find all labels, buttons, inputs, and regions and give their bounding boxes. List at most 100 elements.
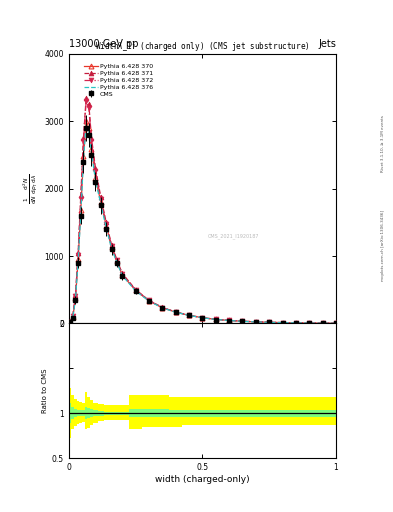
Pythia 6.428 371 bbox=[173, 309, 178, 315]
Pythia 6.428 370 bbox=[253, 319, 258, 325]
Pythia 6.428 371 bbox=[114, 257, 119, 263]
Legend: Pythia 6.428 370, Pythia 6.428 371, Pythia 6.428 372, Pythia 6.428 376, CMS: Pythia 6.428 370, Pythia 6.428 371, Pyth… bbox=[83, 62, 154, 98]
Title: Width$\lambda\_1^1$ (charged only) (CMS jet substructure): Width$\lambda\_1^1$ (charged only) (CMS … bbox=[95, 39, 310, 54]
Pythia 6.428 371 bbox=[133, 287, 138, 293]
Text: mcplots.cern.ch [arXiv:1306.3436]: mcplots.cern.ch [arXiv:1306.3436] bbox=[381, 210, 385, 281]
Pythia 6.428 372 bbox=[93, 168, 98, 174]
Text: Rivet 3.1.10, ≥ 3.1M events: Rivet 3.1.10, ≥ 3.1M events bbox=[381, 115, 385, 172]
Pythia 6.428 371 bbox=[334, 320, 338, 326]
Pythia 6.428 376 bbox=[68, 319, 72, 325]
Pythia 6.428 372 bbox=[187, 312, 191, 318]
Pythia 6.428 372 bbox=[86, 104, 91, 111]
Pythia 6.428 371 bbox=[81, 135, 86, 141]
Pythia 6.428 371 bbox=[240, 318, 245, 324]
Pythia 6.428 376 bbox=[200, 315, 205, 321]
Pythia 6.428 376 bbox=[307, 320, 312, 326]
Pythia 6.428 376 bbox=[334, 320, 338, 326]
Pythia 6.428 376 bbox=[81, 157, 86, 163]
Pythia 6.428 376 bbox=[76, 259, 81, 265]
Pythia 6.428 372 bbox=[307, 320, 312, 326]
Pythia 6.428 376 bbox=[320, 320, 325, 326]
Pythia 6.428 376 bbox=[227, 317, 231, 324]
Pythia 6.428 370 bbox=[187, 312, 191, 318]
Pythia 6.428 376 bbox=[133, 288, 138, 294]
Pythia 6.428 371 bbox=[320, 320, 325, 326]
Pythia 6.428 371 bbox=[213, 316, 218, 323]
Pythia 6.428 371 bbox=[68, 318, 72, 325]
Pythia 6.428 371 bbox=[253, 319, 258, 325]
Pythia 6.428 370 bbox=[70, 314, 75, 321]
Pythia 6.428 370 bbox=[227, 317, 231, 324]
Pythia 6.428 370 bbox=[200, 315, 205, 321]
Pythia 6.428 371 bbox=[84, 95, 88, 101]
Pythia 6.428 370 bbox=[79, 207, 83, 213]
Pythia 6.428 376 bbox=[280, 319, 285, 326]
Pythia 6.428 371 bbox=[89, 135, 94, 141]
Pythia 6.428 370 bbox=[73, 295, 78, 302]
Pythia 6.428 370 bbox=[81, 153, 86, 159]
Pythia 6.428 370 bbox=[240, 318, 245, 324]
Pythia 6.428 371 bbox=[160, 304, 165, 310]
Pythia 6.428 370 bbox=[99, 199, 103, 205]
Pythia 6.428 376 bbox=[79, 210, 83, 217]
Pythia 6.428 372 bbox=[114, 258, 119, 264]
Pythia 6.428 371 bbox=[227, 317, 231, 324]
Pythia 6.428 370 bbox=[114, 259, 119, 265]
Pythia 6.428 371 bbox=[147, 297, 151, 304]
Pythia 6.428 371 bbox=[109, 242, 114, 248]
Pythia 6.428 370 bbox=[334, 320, 338, 326]
Pythia 6.428 371 bbox=[86, 101, 91, 108]
Pythia 6.428 372 bbox=[267, 319, 272, 325]
Pythia 6.428 370 bbox=[68, 319, 72, 325]
Pythia 6.428 371 bbox=[73, 292, 78, 298]
Pythia 6.428 371 bbox=[294, 319, 298, 326]
Pythia 6.428 376 bbox=[120, 272, 125, 279]
Pythia 6.428 372 bbox=[104, 221, 108, 227]
Pythia 6.428 372 bbox=[160, 305, 165, 311]
Pythia 6.428 370 bbox=[294, 320, 298, 326]
Pythia 6.428 372 bbox=[81, 138, 86, 144]
Pythia 6.428 372 bbox=[70, 313, 75, 319]
Pythia 6.428 370 bbox=[147, 298, 151, 304]
Y-axis label: Ratio to CMS: Ratio to CMS bbox=[42, 369, 48, 413]
Pythia 6.428 372 bbox=[320, 320, 325, 326]
Pythia 6.428 370 bbox=[173, 309, 178, 315]
Pythia 6.428 372 bbox=[227, 317, 231, 324]
Pythia 6.428 372 bbox=[84, 98, 88, 104]
Pythia 6.428 372 bbox=[120, 271, 125, 277]
Pythia 6.428 372 bbox=[109, 243, 114, 249]
Pythia 6.428 376 bbox=[240, 318, 245, 325]
Pythia 6.428 376 bbox=[93, 178, 98, 184]
Pythia 6.428 376 bbox=[70, 314, 75, 321]
Pythia 6.428 371 bbox=[93, 165, 98, 172]
Pythia 6.428 370 bbox=[133, 287, 138, 293]
Pythia 6.428 372 bbox=[73, 293, 78, 299]
Pythia 6.428 370 bbox=[267, 319, 272, 325]
X-axis label: width (charged-only): width (charged-only) bbox=[155, 475, 250, 484]
Pythia 6.428 372 bbox=[173, 309, 178, 315]
Pythia 6.428 370 bbox=[84, 118, 88, 124]
Pythia 6.428 371 bbox=[99, 194, 103, 200]
Pythia 6.428 372 bbox=[240, 318, 245, 324]
Pythia 6.428 370 bbox=[320, 320, 325, 326]
Pythia 6.428 376 bbox=[253, 319, 258, 325]
Pythia 6.428 376 bbox=[147, 298, 151, 304]
Pythia 6.428 372 bbox=[99, 196, 103, 202]
Pythia 6.428 370 bbox=[307, 320, 312, 326]
Pythia 6.428 370 bbox=[280, 319, 285, 326]
Line: Pythia 6.428 371: Pythia 6.428 371 bbox=[68, 95, 338, 326]
Pythia 6.428 376 bbox=[294, 320, 298, 326]
Pythia 6.428 376 bbox=[267, 319, 272, 326]
Pythia 6.428 371 bbox=[70, 313, 75, 319]
Pythia 6.428 372 bbox=[334, 320, 338, 326]
Pythia 6.428 376 bbox=[104, 225, 108, 231]
Pythia 6.428 371 bbox=[267, 319, 272, 325]
Pythia 6.428 376 bbox=[213, 316, 218, 323]
Pythia 6.428 370 bbox=[104, 223, 108, 229]
Pythia 6.428 372 bbox=[76, 251, 81, 258]
Pythia 6.428 371 bbox=[76, 249, 81, 255]
Pythia 6.428 372 bbox=[79, 196, 83, 202]
Text: Jets: Jets bbox=[318, 38, 336, 49]
Pythia 6.428 371 bbox=[187, 312, 191, 318]
Pythia 6.428 371 bbox=[104, 219, 108, 225]
